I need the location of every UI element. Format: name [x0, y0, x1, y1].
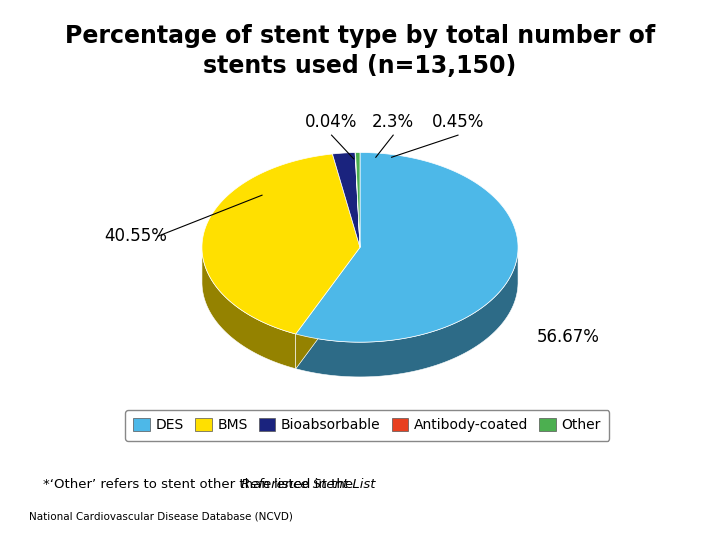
Polygon shape	[355, 153, 360, 247]
Polygon shape	[296, 152, 518, 342]
Polygon shape	[296, 247, 360, 369]
Text: 2.3%: 2.3%	[372, 113, 414, 131]
Text: 40.55%: 40.55%	[104, 227, 167, 245]
Text: 0.04%: 0.04%	[305, 113, 358, 131]
Text: National Cardiovascular Disease Database (NCVD): National Cardiovascular Disease Database…	[29, 512, 292, 522]
Polygon shape	[296, 247, 360, 369]
Text: *‘Other’ refers to stent other than listed in the: *‘Other’ refers to stent other than list…	[43, 478, 358, 491]
Text: 56.67%: 56.67%	[537, 328, 600, 347]
Polygon shape	[202, 249, 296, 369]
Text: Reference Stent List: Reference Stent List	[241, 478, 376, 491]
Legend: DES, BMS, Bioabsorbable, Antibody-coated, Other: DES, BMS, Bioabsorbable, Antibody-coated…	[125, 410, 609, 441]
Polygon shape	[202, 154, 360, 334]
Polygon shape	[296, 249, 518, 377]
Text: 0.45%: 0.45%	[432, 113, 484, 131]
Text: Percentage of stent type by total number of
stents used (n=13,150): Percentage of stent type by total number…	[65, 24, 655, 78]
Polygon shape	[356, 152, 360, 247]
Polygon shape	[333, 153, 360, 247]
